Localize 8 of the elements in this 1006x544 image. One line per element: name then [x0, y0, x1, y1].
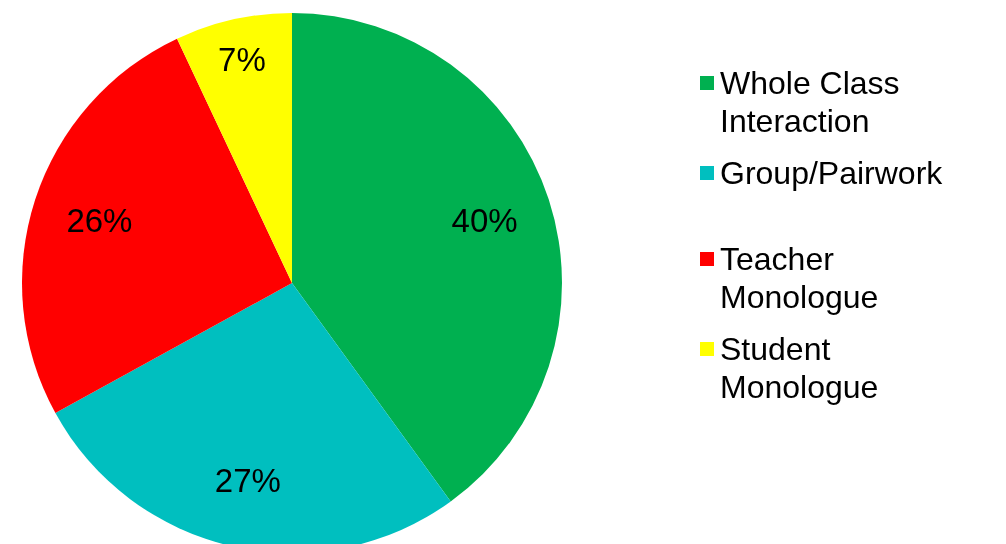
legend-label: Group/Pairwork [720, 154, 943, 192]
legend-label: Whole Class Interaction [720, 64, 901, 140]
data-label: 7% [218, 40, 266, 78]
legend-label: Student Monologue [720, 330, 880, 406]
data-label: 26% [66, 201, 133, 239]
data-label: 40% [451, 201, 518, 239]
data-label: 27% [214, 462, 281, 500]
legend-label: Teacher Monologue [720, 240, 880, 316]
